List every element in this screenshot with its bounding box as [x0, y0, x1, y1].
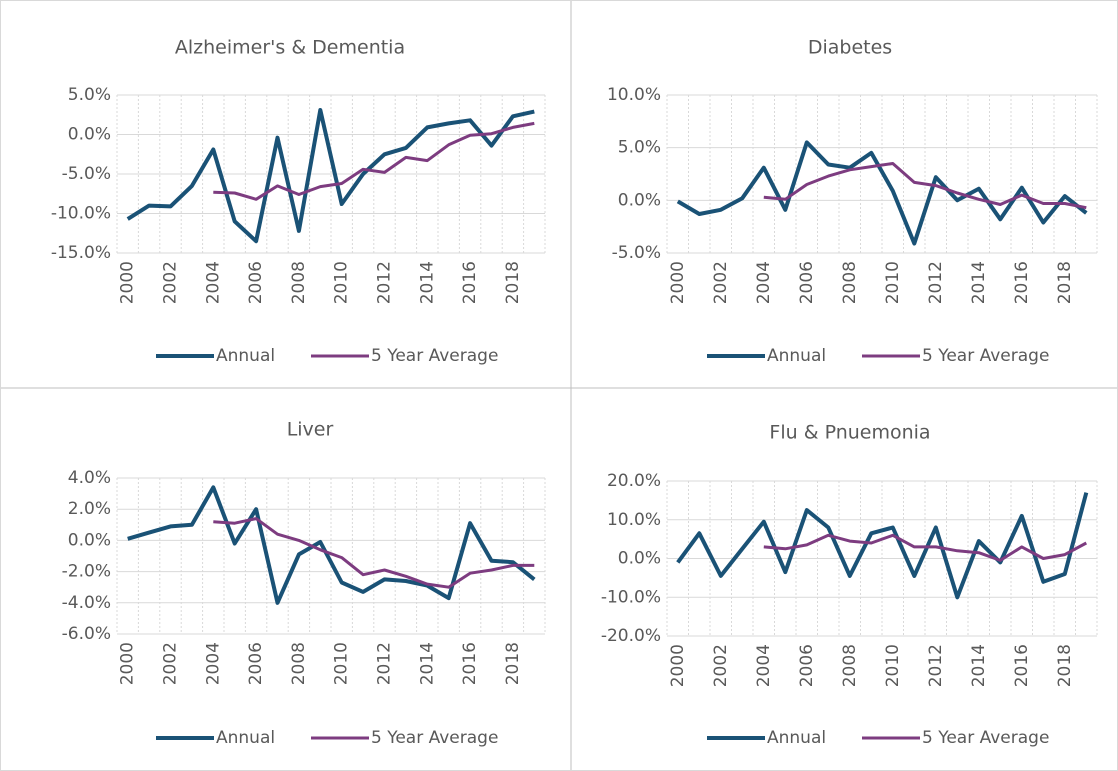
legend-label: Annual: [216, 346, 275, 366]
chart-title: Flu & Pnuemonia: [769, 422, 930, 444]
x-tick-label: 2018: [503, 261, 523, 304]
legend-label: Annual: [216, 728, 275, 748]
x-tick-label: 2010: [883, 261, 903, 304]
chart-title: Diabetes: [808, 37, 892, 59]
x-tick-label: 2002: [161, 261, 181, 304]
y-tick-label: 5.0%: [618, 138, 661, 158]
x-tick-label: 2002: [161, 642, 181, 685]
series-line: [127, 485, 536, 605]
series-line: [676, 492, 1089, 600]
series-line: [213, 121, 535, 201]
series-line: [763, 162, 1087, 210]
x-tick-label: 2006: [797, 644, 817, 687]
x-tick-label: 2012: [375, 261, 395, 304]
chart-title: Alzheimer's & Dementia: [175, 37, 405, 59]
x-tick-label: 2008: [840, 644, 860, 687]
x-tick-label: 2000: [668, 644, 688, 687]
y-tick-label: 2.0%: [68, 499, 111, 519]
legend-label: 5 Year Average: [371, 728, 498, 748]
x-tick-label: 2000: [118, 642, 138, 685]
x-tick-label: 2004: [754, 261, 774, 304]
x-tick-label: 2008: [289, 642, 309, 685]
x-tick-label: 2000: [118, 261, 138, 304]
x-tick-label: 2016: [460, 642, 480, 685]
y-tick-label: -4.0%: [62, 593, 111, 613]
y-tick-label: -2.0%: [62, 562, 111, 582]
x-tick-label: 2008: [289, 261, 309, 304]
x-tick-label: 2018: [1055, 261, 1075, 304]
x-tick-label: 2014: [417, 261, 437, 304]
y-tick-label: -5.0%: [612, 243, 661, 263]
x-tick-label: 2012: [926, 644, 946, 687]
y-tick-label: 10.0%: [607, 85, 661, 105]
series-line: [126, 108, 535, 244]
x-tick-label: 2018: [503, 642, 523, 685]
x-tick-label: 2014: [969, 261, 989, 304]
y-tick-label: -20.0%: [601, 626, 661, 646]
x-tick-label: 2010: [332, 261, 352, 304]
x-tick-label: 2008: [840, 261, 860, 304]
x-tick-label: 2004: [754, 644, 774, 687]
y-tick-label: 0.0%: [68, 530, 111, 550]
x-tick-label: 2014: [417, 642, 437, 685]
y-tick-label: -10.0%: [601, 587, 661, 607]
legend-label: 5 Year Average: [371, 346, 498, 366]
x-tick-label: 2012: [375, 642, 395, 685]
legend-label: 5 Year Average: [922, 346, 1049, 366]
x-tick-label: 2004: [203, 261, 223, 304]
x-tick-label: 2004: [203, 642, 223, 685]
y-tick-label: 0.0%: [68, 125, 111, 145]
y-tick-label: 4.0%: [68, 468, 111, 488]
y-tick-label: 20.0%: [607, 471, 661, 491]
x-tick-label: 2006: [246, 642, 266, 685]
y-tick-label: 5.0%: [68, 85, 111, 105]
x-tick-label: 2002: [711, 261, 731, 304]
y-tick-label: -10.0%: [51, 204, 111, 224]
x-tick-label: 2016: [1012, 644, 1032, 687]
x-tick-label: 2010: [883, 644, 903, 687]
x-tick-label: 2016: [460, 261, 480, 304]
y-tick-label: -15.0%: [51, 243, 111, 263]
x-tick-label: 2010: [332, 642, 352, 685]
legend-label: Annual: [767, 728, 826, 748]
x-tick-label: 2006: [797, 261, 817, 304]
series-line: [676, 140, 1088, 246]
x-tick-label: 2006: [246, 261, 266, 304]
x-tick-label: 2002: [711, 644, 731, 687]
y-tick-label: 0.0%: [618, 190, 661, 210]
x-tick-label: 2014: [969, 644, 989, 687]
legend-label: 5 Year Average: [922, 728, 1049, 748]
x-tick-label: 2012: [926, 261, 946, 304]
chart-title: Liver: [287, 419, 334, 441]
y-tick-label: -5.0%: [62, 164, 111, 184]
x-tick-label: 2016: [1012, 261, 1032, 304]
series-line: [213, 517, 535, 589]
x-tick-label: 2018: [1055, 644, 1075, 687]
x-tick-label: 2000: [668, 261, 688, 304]
legend-label: Annual: [767, 346, 826, 366]
series-line: [763, 533, 1088, 562]
y-tick-label: 10.0%: [607, 510, 661, 530]
y-tick-label: -6.0%: [62, 624, 111, 644]
y-tick-label: 0.0%: [618, 549, 661, 569]
